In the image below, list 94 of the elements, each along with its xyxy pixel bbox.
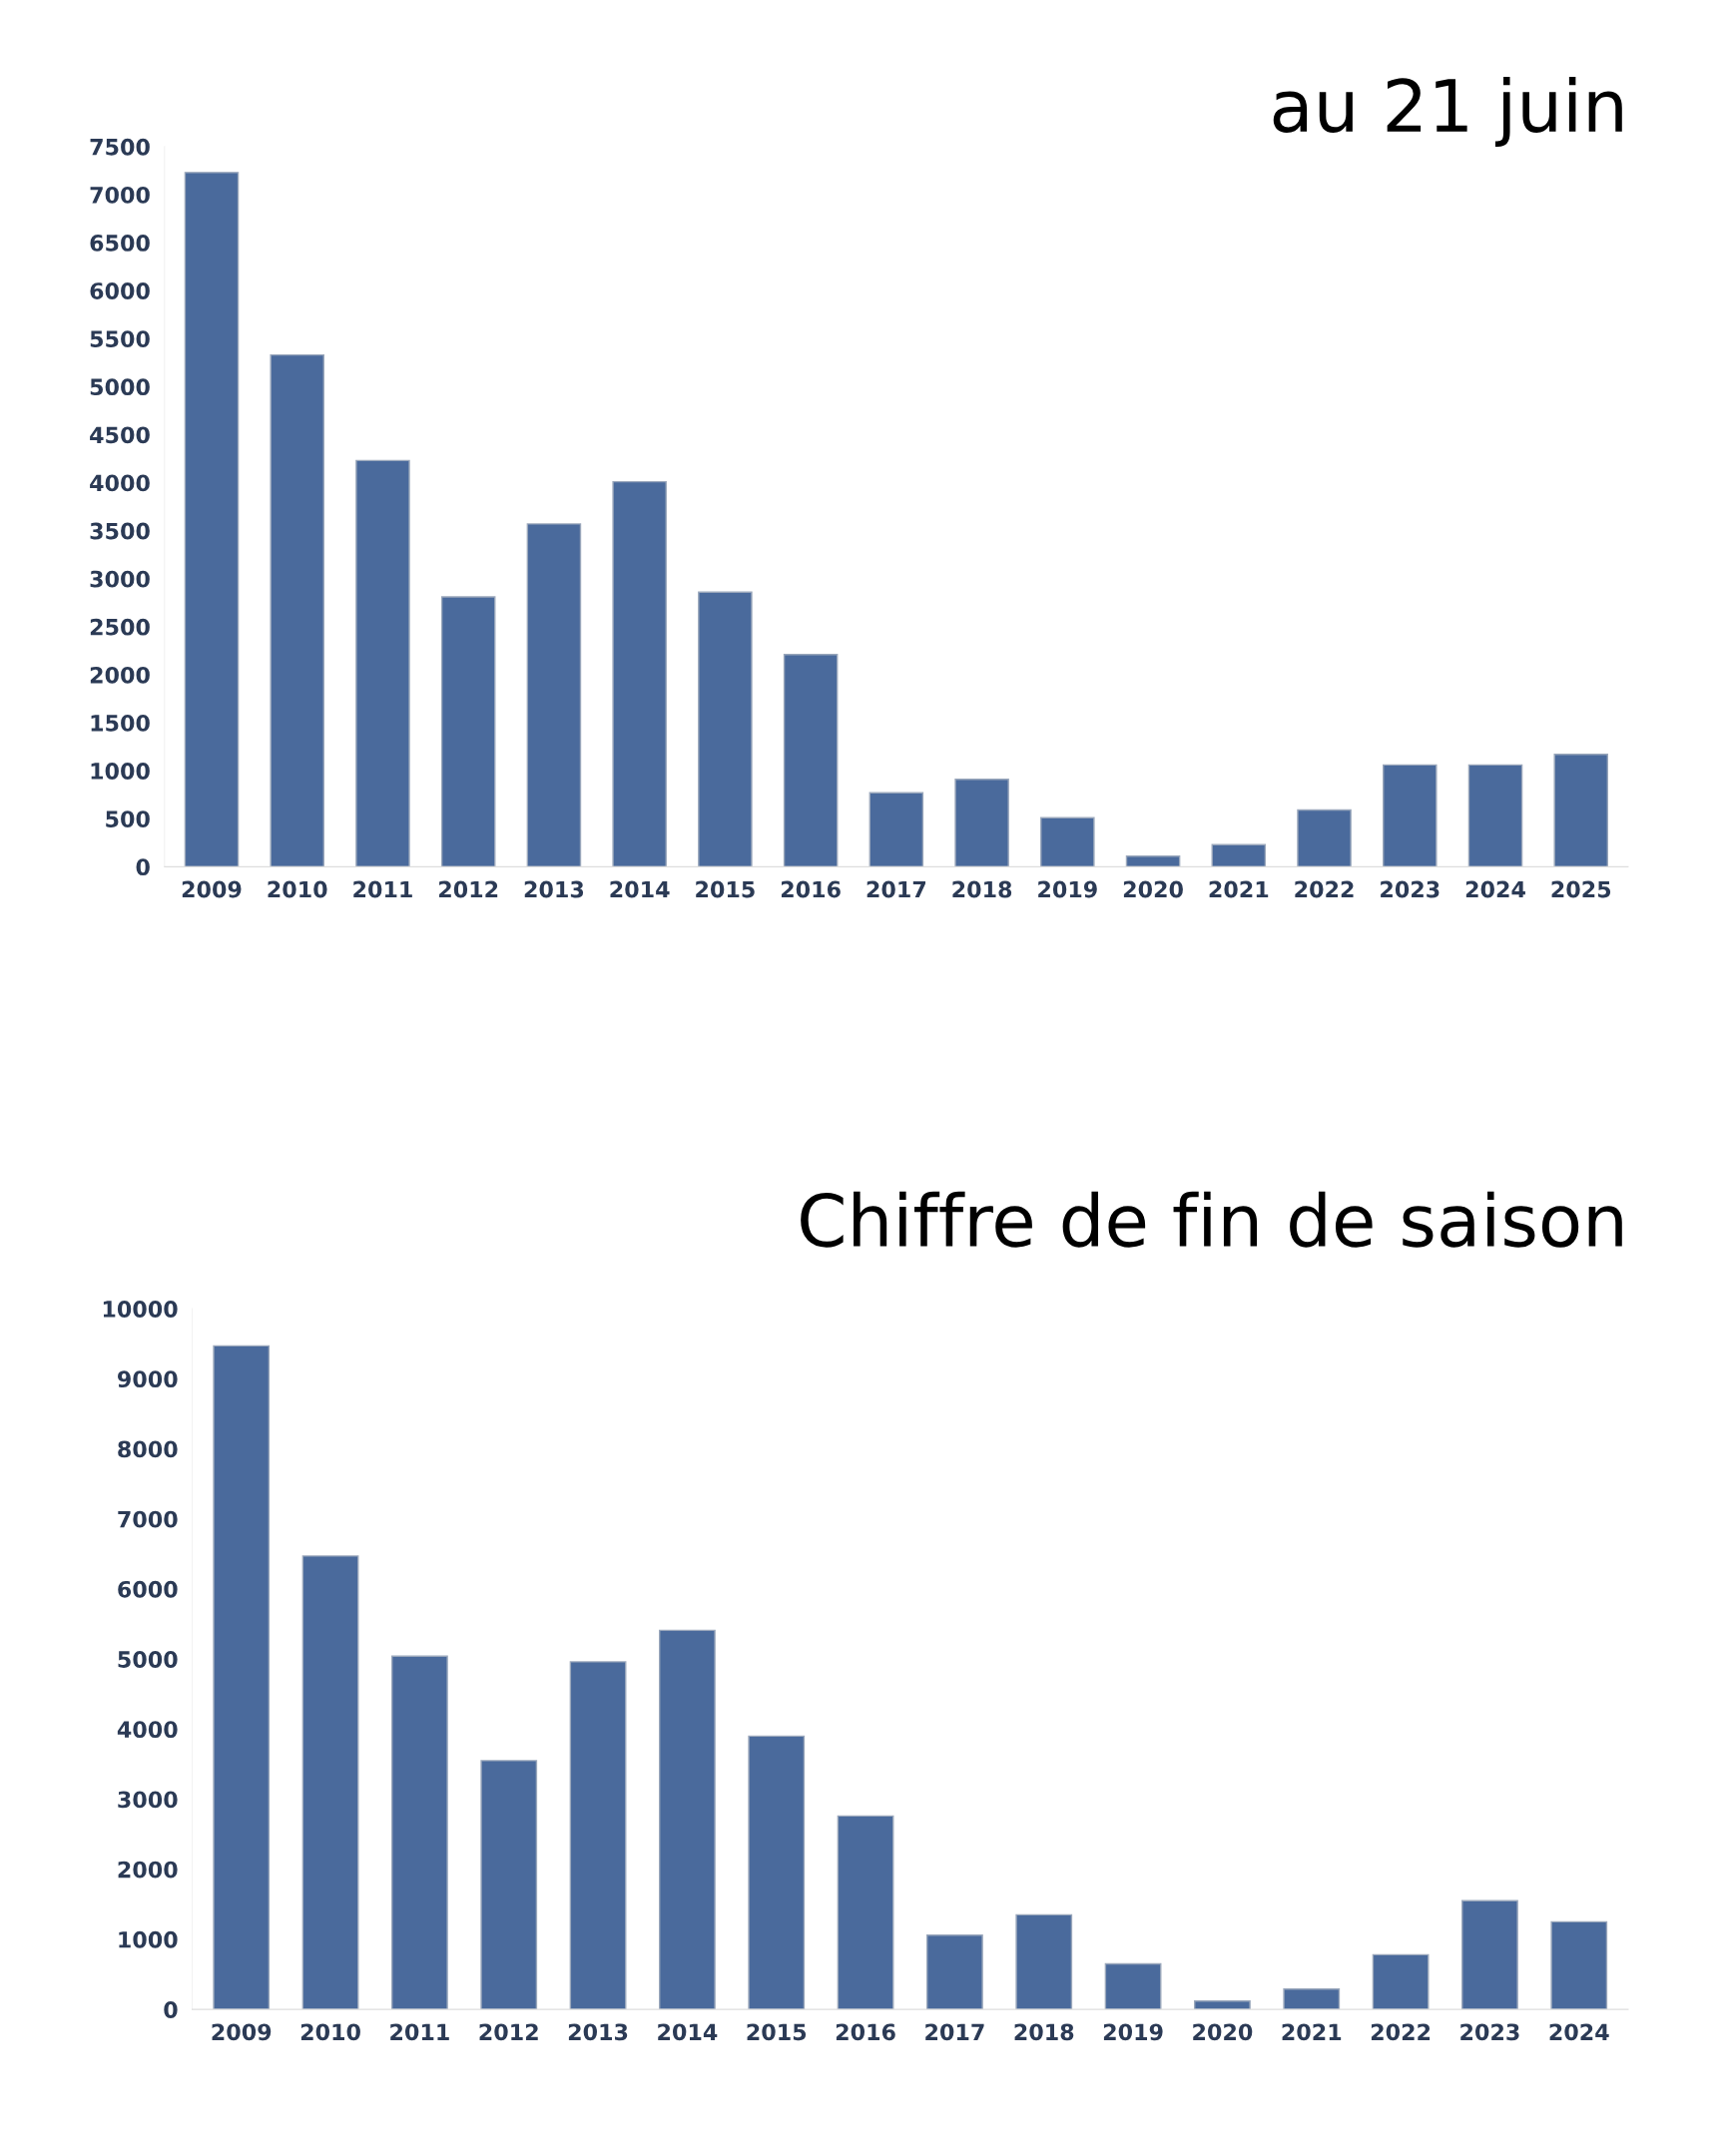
x-tick-label: 2023 xyxy=(1460,2023,1519,2041)
x-tick-label: 2010 xyxy=(268,880,327,898)
bar xyxy=(1461,1899,1518,2010)
bar xyxy=(355,459,410,867)
y-tick-label: 500 xyxy=(106,810,150,827)
y-tick-label: 4000 xyxy=(90,474,150,492)
bar xyxy=(1015,1913,1073,2010)
y-tick-label: 4500 xyxy=(90,426,150,444)
x-tick-label: 2020 xyxy=(1193,2023,1253,2041)
bar xyxy=(748,1735,806,2010)
bar xyxy=(1372,1953,1430,2010)
x-tick-label: 2009 xyxy=(182,880,242,898)
y-tick-label: 6500 xyxy=(90,235,150,252)
y-tick-label: 9000 xyxy=(118,1370,178,1388)
x-tick-label: 2016 xyxy=(781,880,841,898)
bar xyxy=(1297,808,1352,867)
y-tick-label: 7000 xyxy=(118,1510,178,1528)
bar xyxy=(569,1661,627,2010)
chart-title: au 21 juin xyxy=(1273,76,1622,147)
bar xyxy=(270,353,324,867)
y-tick-label: 6000 xyxy=(118,1580,178,1598)
x-tick-label: 2024 xyxy=(1549,2023,1609,2041)
bar xyxy=(1040,816,1095,867)
x-tick-label: 2014 xyxy=(610,880,670,898)
bar xyxy=(1283,1988,1341,2010)
x-tick-label: 2017 xyxy=(866,880,926,898)
y-tick-label: 4000 xyxy=(117,1721,178,1739)
bar xyxy=(184,172,240,867)
y-tick-label: 7500 xyxy=(90,138,150,156)
x-tick-label: 2011 xyxy=(390,2023,449,2041)
bar xyxy=(783,654,839,867)
y-tick-label: 0 xyxy=(164,2001,178,2018)
y-tick-label: 2500 xyxy=(90,618,150,636)
bar xyxy=(1550,1920,1608,2010)
y-tick-label: 7000 xyxy=(90,186,150,204)
bar xyxy=(440,596,496,867)
bar xyxy=(526,523,582,867)
y-tick-label: 0 xyxy=(136,858,150,876)
y-tick-label: 3000 xyxy=(90,570,150,588)
y-tick-label: 2000 xyxy=(90,666,150,684)
x-tick-label: 2018 xyxy=(1014,2023,1074,2041)
bar xyxy=(659,1629,716,2010)
x-tick-label: 2014 xyxy=(658,2023,718,2041)
bar xyxy=(301,1555,359,2010)
x-tick-label: 2015 xyxy=(696,880,755,898)
bar xyxy=(1211,843,1267,867)
bar xyxy=(391,1655,448,2010)
y-tick-label: 5000 xyxy=(118,1651,178,1668)
x-tick-label: 2025 xyxy=(1551,880,1611,898)
x-tick-label: 2013 xyxy=(524,880,584,898)
x-tick-label: 2022 xyxy=(1371,2023,1431,2041)
x-tick-label: 2019 xyxy=(1103,2023,1163,2041)
y-tick-label: 1500 xyxy=(91,714,150,732)
bar xyxy=(1125,855,1181,867)
bar xyxy=(1467,764,1523,867)
y-tick-label: 2000 xyxy=(118,1861,178,1879)
y-tick-label: 8000 xyxy=(118,1440,178,1458)
x-tick-label: 2021 xyxy=(1282,2023,1342,2041)
bar xyxy=(213,1345,271,2010)
bar xyxy=(837,1815,894,2010)
x-tick-label: 2009 xyxy=(212,2023,272,2041)
x-tick-label: 2010 xyxy=(300,2023,360,2041)
bar xyxy=(698,591,753,867)
y-tick-label: 3500 xyxy=(90,522,150,540)
x-tick-label: 2023 xyxy=(1381,880,1440,898)
bar xyxy=(926,1934,983,2010)
y-tick-label: 5500 xyxy=(90,330,150,348)
x-tick-label: 2018 xyxy=(952,880,1012,898)
x-tick-label: 2020 xyxy=(1123,880,1183,898)
x-tick-label: 2013 xyxy=(568,2023,628,2041)
bar xyxy=(612,480,667,867)
x-tick-label: 2022 xyxy=(1295,880,1354,898)
y-tick-label: 10000 xyxy=(103,1301,178,1318)
x-tick-label: 2012 xyxy=(479,2023,538,2041)
x-tick-label: 2016 xyxy=(836,2023,895,2041)
x-tick-label: 2012 xyxy=(439,880,498,898)
x-tick-label: 2019 xyxy=(1038,880,1097,898)
bar xyxy=(1553,754,1609,867)
chart-title: Chiffre de fin de saison xyxy=(801,1191,1622,1248)
bar xyxy=(954,779,1009,867)
x-tick-label: 2021 xyxy=(1209,880,1269,898)
bar xyxy=(868,792,924,867)
x-tick-label: 2017 xyxy=(925,2023,984,2041)
y-tick-label: 3000 xyxy=(118,1791,178,1809)
y-tick-label: 6000 xyxy=(90,282,150,299)
x-tick-label: 2015 xyxy=(747,2023,807,2041)
bar xyxy=(1383,764,1438,867)
x-tick-label: 2024 xyxy=(1465,880,1525,898)
y-tick-label: 1000 xyxy=(91,763,150,780)
y-tick-label: 1000 xyxy=(119,1930,178,1948)
bar xyxy=(480,1760,538,2010)
x-tick-label: 2011 xyxy=(353,880,412,898)
y-tick-label: 5000 xyxy=(90,378,150,396)
bar xyxy=(1104,1962,1162,2010)
